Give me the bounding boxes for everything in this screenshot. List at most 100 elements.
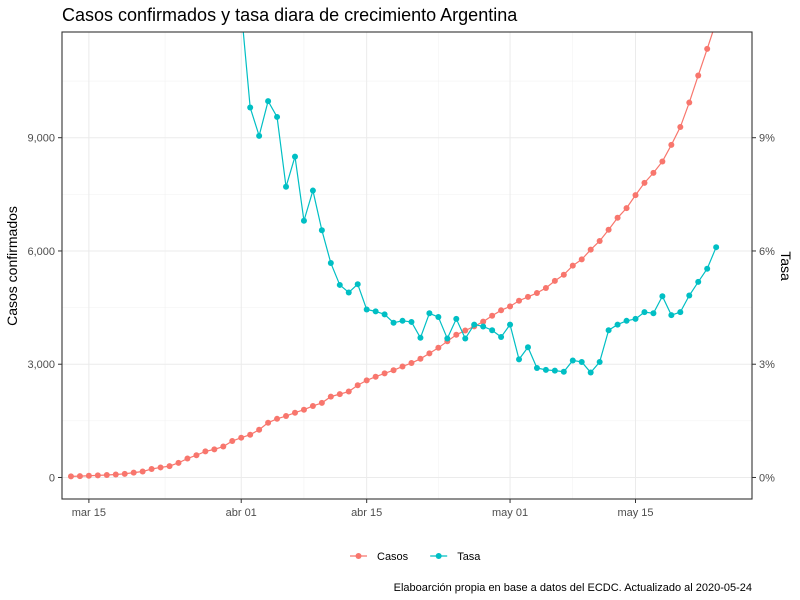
data-point-casos bbox=[489, 312, 496, 319]
y-axis-title: Casos confirmados bbox=[4, 206, 20, 326]
data-point-casos bbox=[435, 344, 442, 351]
data-point-casos bbox=[256, 426, 263, 433]
data-point-casos bbox=[542, 284, 549, 291]
data-point-casos bbox=[480, 318, 487, 325]
data-point-tasa bbox=[569, 357, 576, 364]
data-point-casos bbox=[336, 391, 343, 398]
data-point-casos bbox=[220, 443, 227, 450]
data-point-tasa bbox=[659, 293, 666, 300]
y2-tick-label: 0% bbox=[759, 472, 775, 484]
data-point-tasa bbox=[560, 368, 567, 375]
data-point-tasa bbox=[668, 312, 675, 319]
data-point-casos bbox=[300, 406, 307, 413]
data-point-casos bbox=[641, 179, 648, 186]
data-point-casos bbox=[614, 214, 621, 221]
data-point-casos bbox=[578, 256, 585, 263]
caption: Elaboarción propia en base a datos del E… bbox=[394, 582, 752, 594]
axis-ticks: 0 3,000 6,000 9,000 0% 3% 6% 9% mar 15 abr 01 abr … bbox=[27, 133, 775, 519]
data-point-tasa bbox=[283, 183, 290, 190]
y2-tick-label: 3% bbox=[759, 359, 775, 371]
data-point-casos bbox=[85, 472, 92, 479]
data-point-casos bbox=[184, 455, 191, 462]
data-point-casos bbox=[121, 470, 128, 477]
data-point-casos bbox=[569, 262, 576, 269]
data-point-casos bbox=[632, 192, 639, 199]
data-point-casos bbox=[211, 446, 218, 453]
x-tick-label: abr 01 bbox=[226, 507, 257, 519]
data-point-tasa bbox=[471, 321, 478, 328]
data-point-casos bbox=[175, 459, 182, 466]
data-point-casos bbox=[596, 237, 603, 244]
data-point-tasa bbox=[444, 335, 451, 342]
data-point-casos bbox=[274, 415, 281, 422]
data-point-tasa bbox=[390, 319, 397, 326]
data-point-casos bbox=[283, 413, 290, 420]
data-point-tasa bbox=[345, 289, 352, 296]
data-point-tasa bbox=[498, 334, 505, 341]
data-point-casos bbox=[372, 373, 379, 380]
data-point-tasa bbox=[435, 314, 442, 321]
data-point-casos bbox=[67, 473, 74, 480]
data-point-casos bbox=[399, 363, 406, 370]
data-point-tasa bbox=[462, 335, 469, 342]
data-point-casos bbox=[76, 473, 83, 480]
data-point-casos bbox=[524, 293, 531, 300]
data-point-casos bbox=[462, 327, 469, 334]
y-tick-label: 0 bbox=[49, 472, 55, 484]
data-point-tasa bbox=[399, 317, 406, 324]
data-point-casos bbox=[130, 469, 137, 476]
data-point-tasa bbox=[354, 281, 361, 288]
data-point-tasa bbox=[578, 358, 585, 365]
data-point-casos bbox=[354, 382, 361, 389]
data-point-tasa bbox=[426, 310, 433, 317]
data-point-casos bbox=[551, 277, 558, 284]
data-point-tasa bbox=[327, 260, 334, 267]
data-point-casos bbox=[265, 419, 272, 426]
data-point-tasa bbox=[533, 365, 540, 371]
y2-axis-title: Tasa bbox=[778, 251, 794, 281]
data-point-casos bbox=[309, 402, 316, 409]
data-point-casos bbox=[363, 377, 370, 384]
data-point-tasa bbox=[291, 153, 298, 160]
data-point-casos bbox=[381, 370, 388, 377]
data-point-casos bbox=[112, 471, 119, 478]
data-point-tasa bbox=[623, 317, 630, 324]
data-point-casos bbox=[426, 350, 433, 357]
data-point-casos bbox=[166, 463, 173, 470]
y-tick-label: 6,000 bbox=[27, 246, 55, 258]
data-point-tasa bbox=[256, 132, 263, 139]
data-point-tasa bbox=[677, 309, 684, 316]
data-point-casos bbox=[390, 367, 397, 374]
data-point-casos bbox=[327, 393, 334, 400]
data-point-casos bbox=[148, 465, 155, 472]
data-point-casos bbox=[695, 72, 702, 79]
data-point-casos bbox=[533, 289, 540, 296]
data-point-tasa bbox=[300, 217, 307, 224]
legend-marker-casos bbox=[355, 553, 362, 559]
data-point-casos bbox=[587, 246, 594, 253]
x-tick-label: may 15 bbox=[617, 507, 653, 519]
data-point-tasa bbox=[605, 327, 612, 334]
data-point-casos bbox=[103, 472, 110, 479]
data-point-tasa bbox=[704, 265, 711, 272]
data-point-tasa bbox=[507, 321, 514, 328]
y2-tick-label: 9% bbox=[759, 133, 775, 145]
data-point-tasa bbox=[363, 306, 370, 313]
y2-tick-label: 6% bbox=[759, 246, 775, 258]
data-point-tasa bbox=[524, 344, 531, 351]
data-point-tasa bbox=[596, 358, 603, 365]
data-point-casos bbox=[713, 19, 719, 25]
y-tick-label: 9,000 bbox=[27, 133, 55, 145]
data-point-tasa bbox=[247, 104, 254, 111]
data-point-tasa bbox=[318, 227, 325, 234]
data-point-tasa bbox=[516, 356, 523, 363]
plot-border bbox=[61, 31, 753, 500]
data-point-casos bbox=[704, 45, 711, 52]
series-layer bbox=[67, 19, 720, 480]
data-point-casos bbox=[247, 431, 254, 438]
data-point-casos bbox=[498, 307, 505, 314]
data-point-casos bbox=[94, 472, 101, 479]
data-point-casos bbox=[202, 448, 209, 455]
data-point-tasa bbox=[650, 310, 657, 317]
data-point-casos bbox=[417, 355, 424, 362]
